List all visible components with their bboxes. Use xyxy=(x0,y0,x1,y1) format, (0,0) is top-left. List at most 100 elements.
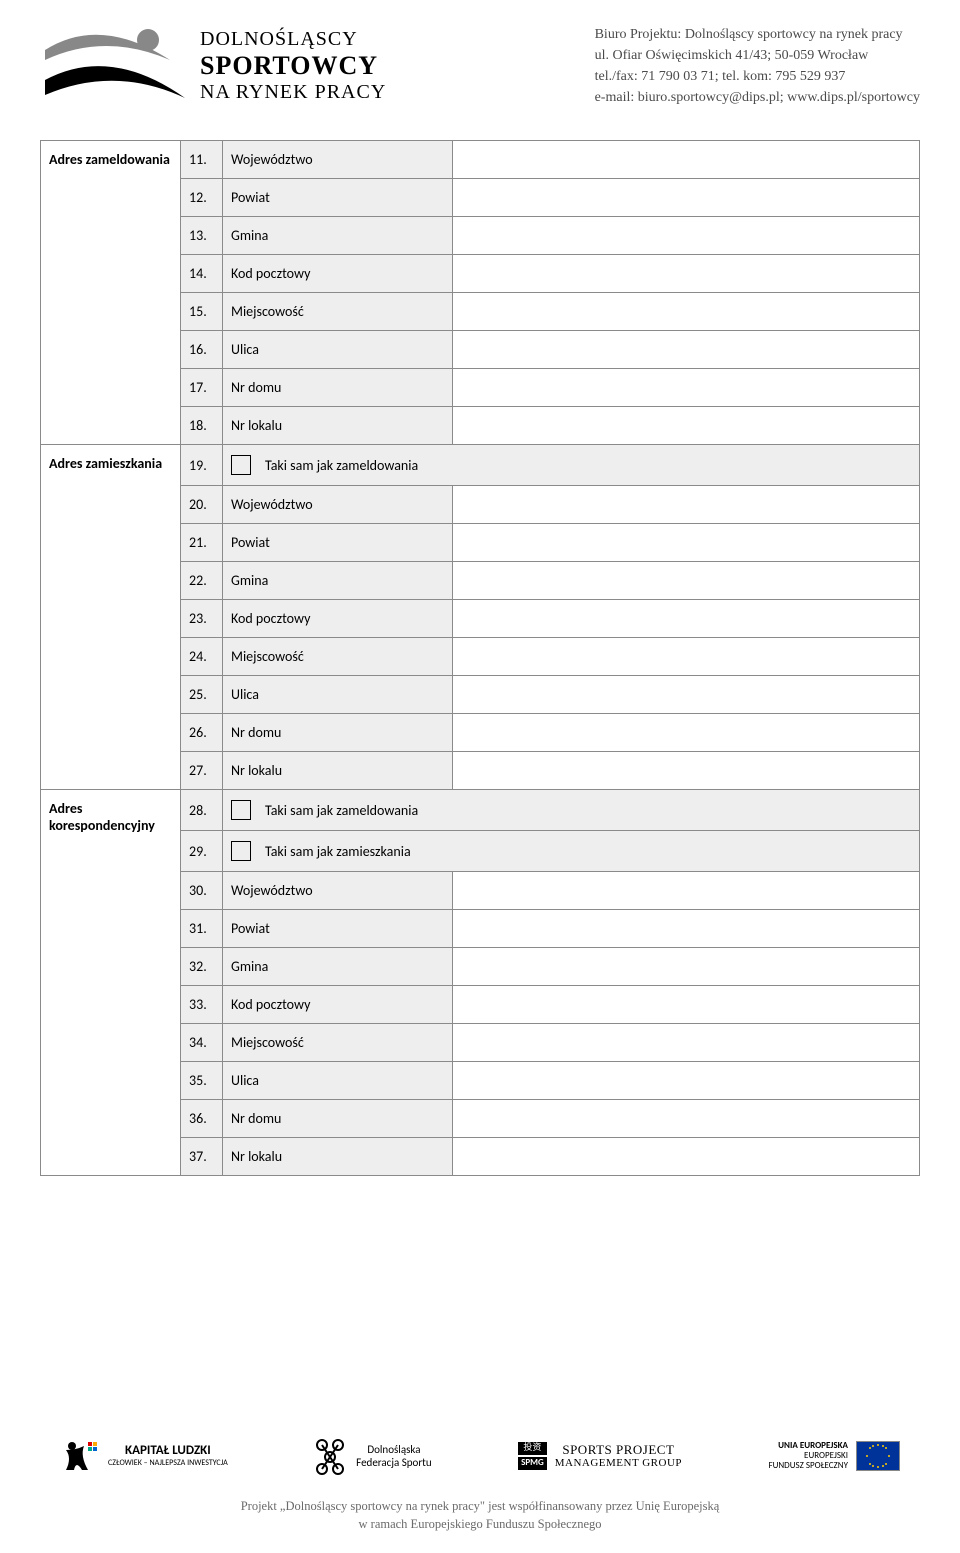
field-label: Ulica xyxy=(223,331,453,369)
field-label: Powiat xyxy=(223,910,453,948)
checkbox-label: Taki sam jak zameldowania xyxy=(223,790,920,831)
row-number: 32. xyxy=(181,948,223,986)
row-number: 16. xyxy=(181,331,223,369)
field-label: Województwo xyxy=(223,872,453,910)
field-value[interactable] xyxy=(453,293,920,331)
kapital-ludzki-logo: KAPITAŁ LUDZKI CZŁOWIEK – NAJLEPSZA INWE… xyxy=(60,1436,228,1476)
row-number: 19. xyxy=(181,445,223,486)
checkbox-text: Taki sam jak zamieszkania xyxy=(265,843,411,860)
row-number: 31. xyxy=(181,910,223,948)
field-label: Nr lokalu xyxy=(223,1138,453,1176)
field-label: Miejscowość xyxy=(223,293,453,331)
document-header: DOLNOŚLĄSCY SPORTOWCY NA RYNEK PRACY Biu… xyxy=(40,20,920,110)
field-value[interactable] xyxy=(453,562,920,600)
row-number: 23. xyxy=(181,600,223,638)
row-number: 26. xyxy=(181,714,223,752)
field-value[interactable] xyxy=(453,948,920,986)
field-label: Powiat xyxy=(223,524,453,562)
row-number: 15. xyxy=(181,293,223,331)
field-label: Kod pocztowy xyxy=(223,600,453,638)
row-number: 17. xyxy=(181,369,223,407)
row-number: 36. xyxy=(181,1100,223,1138)
row-number: 29. xyxy=(181,831,223,872)
row-number: 21. xyxy=(181,524,223,562)
field-value[interactable] xyxy=(453,486,920,524)
row-number: 35. xyxy=(181,1062,223,1100)
row-number: 34. xyxy=(181,1024,223,1062)
athlete-icon xyxy=(40,20,190,110)
spmg-logo: 投资 SPMG SPORTS PROJECT MANAGEMENT GROUP xyxy=(518,1442,682,1471)
section-title: Adres zameldowania xyxy=(41,141,181,445)
field-label: Kod pocztowy xyxy=(223,986,453,1024)
field-value[interactable] xyxy=(453,986,920,1024)
field-value[interactable] xyxy=(453,179,920,217)
row-number: 13. xyxy=(181,217,223,255)
field-value[interactable] xyxy=(453,369,920,407)
ue-logo: UNIA EUROPEJSKA EUROPEJSKI FUNDUSZ SPOŁE… xyxy=(768,1441,900,1471)
footer-disclaimer: Projekt „Dolnośląscy sportowcy na rynek … xyxy=(40,1498,920,1533)
field-label: Ulica xyxy=(223,1062,453,1100)
field-label: Gmina xyxy=(223,562,453,600)
field-value[interactable] xyxy=(453,1138,920,1176)
row-number: 30. xyxy=(181,872,223,910)
field-value[interactable] xyxy=(453,910,920,948)
contact-info: Biuro Projektu: Dolnośląscy sportowcy na… xyxy=(595,20,920,108)
field-value[interactable] xyxy=(453,638,920,676)
checkbox[interactable] xyxy=(231,800,251,820)
row-number: 11. xyxy=(181,141,223,179)
field-value[interactable] xyxy=(453,1100,920,1138)
logo-text: DOLNOŚLĄSCY SPORTOWCY NA RYNEK PRACY xyxy=(200,20,386,104)
row-number: 12. xyxy=(181,179,223,217)
checkbox-label: Taki sam jak zamieszkania xyxy=(223,831,920,872)
dfs-logo: Dolnośląska Federacja Sportu xyxy=(314,1437,431,1475)
row-number: 33. xyxy=(181,986,223,1024)
field-label: Nr domu xyxy=(223,369,453,407)
field-label: Ulica xyxy=(223,676,453,714)
form-row: Adres zameldowania11.Województwo xyxy=(41,141,920,179)
project-logo: DOLNOŚLĄSCY SPORTOWCY NA RYNEK PRACY xyxy=(40,20,386,110)
row-number: 25. xyxy=(181,676,223,714)
field-label: Województwo xyxy=(223,486,453,524)
field-label: Gmina xyxy=(223,217,453,255)
row-number: 18. xyxy=(181,407,223,445)
field-value[interactable] xyxy=(453,141,920,179)
row-number: 14. xyxy=(181,255,223,293)
section-title: Adres korespondencyjny xyxy=(41,790,181,1176)
field-label: Kod pocztowy xyxy=(223,255,453,293)
field-value[interactable] xyxy=(453,600,920,638)
field-value[interactable] xyxy=(453,752,920,790)
checkbox-text: Taki sam jak zameldowania xyxy=(265,802,418,819)
field-label: Województwo xyxy=(223,141,453,179)
field-value[interactable] xyxy=(453,714,920,752)
field-label: Nr domu xyxy=(223,1100,453,1138)
field-label: Nr lokalu xyxy=(223,407,453,445)
checkbox-label: Taki sam jak zameldowania xyxy=(223,445,920,486)
field-label: Gmina xyxy=(223,948,453,986)
field-value[interactable] xyxy=(453,872,920,910)
field-label: Miejscowość xyxy=(223,1024,453,1062)
row-number: 27. xyxy=(181,752,223,790)
field-value[interactable] xyxy=(453,407,920,445)
checkbox[interactable] xyxy=(231,841,251,861)
checkbox[interactable] xyxy=(231,455,251,475)
row-number: 28. xyxy=(181,790,223,831)
field-value[interactable] xyxy=(453,1062,920,1100)
field-value[interactable] xyxy=(453,217,920,255)
field-label: Miejscowość xyxy=(223,638,453,676)
eu-flag-icon xyxy=(856,1441,900,1471)
section-title: Adres zamieszkania xyxy=(41,445,181,790)
field-label: Nr domu xyxy=(223,714,453,752)
field-value[interactable] xyxy=(453,331,920,369)
checkbox-text: Taki sam jak zameldowania xyxy=(265,457,418,474)
field-value[interactable] xyxy=(453,524,920,562)
field-value[interactable] xyxy=(453,676,920,714)
row-number: 22. xyxy=(181,562,223,600)
form-row: Adres zamieszkania19.Taki sam jak zameld… xyxy=(41,445,920,486)
field-value[interactable] xyxy=(453,255,920,293)
address-form-table: Adres zameldowania11.Województwo 12.Powi… xyxy=(40,140,920,1176)
row-number: 20. xyxy=(181,486,223,524)
field-value[interactable] xyxy=(453,1024,920,1062)
row-number: 24. xyxy=(181,638,223,676)
field-label: Nr lokalu xyxy=(223,752,453,790)
form-row: Adres korespondencyjny28.Taki sam jak za… xyxy=(41,790,920,831)
